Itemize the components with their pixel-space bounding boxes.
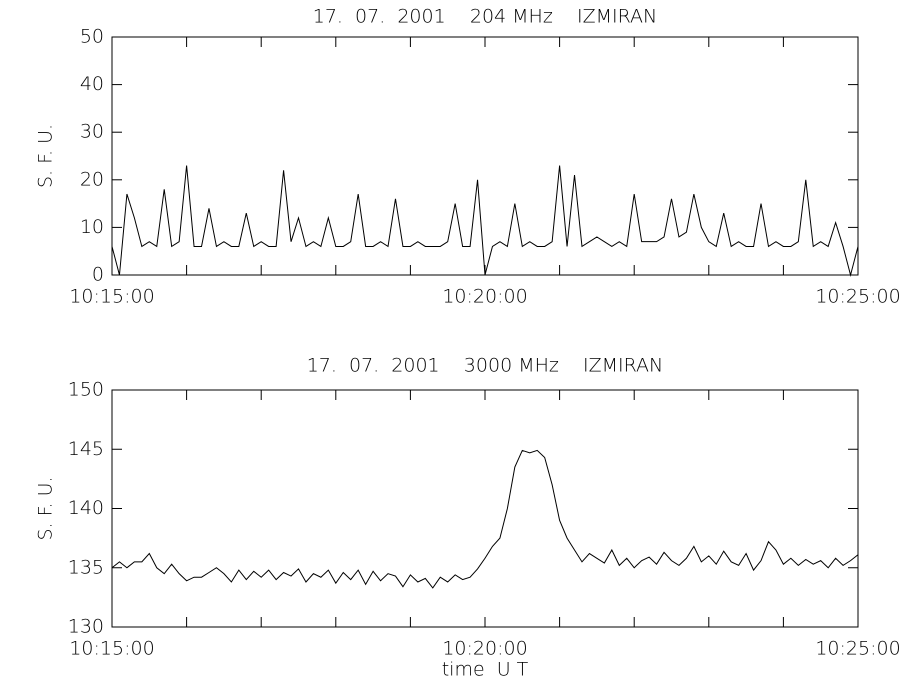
- x-tick-label: 10:25:00: [815, 638, 900, 660]
- y-tick-label: 130: [68, 616, 104, 638]
- y-tick-label: 20: [80, 168, 104, 190]
- x-tick-label: 10:15:00: [69, 286, 154, 308]
- data-line: [111, 165, 859, 277]
- y-tick-label: 145: [68, 438, 104, 460]
- x-tick-label: 10:15:00: [69, 638, 154, 660]
- y-tick-label: 10: [80, 216, 104, 238]
- y-tick-label: 150: [68, 379, 104, 401]
- y-tick-label: 30: [80, 121, 104, 143]
- x-tick-label: 10:20:00: [442, 286, 527, 308]
- chart-title: 17. 07. 2001 204 MHz IZMIRAN: [313, 6, 657, 28]
- x-axis-label: time U T: [442, 659, 529, 681]
- x-tick-label: 10:20:00: [442, 638, 527, 660]
- y-axis-label: S. F. U.: [35, 476, 57, 540]
- y-tick-label: 135: [68, 556, 104, 578]
- y-axis-label: S. F. U.: [35, 124, 57, 188]
- chart-title: 17. 07. 2001 3000 MHz IZMIRAN: [307, 355, 664, 377]
- y-tick-label: 40: [80, 73, 104, 95]
- y-tick-label: 0: [92, 264, 104, 286]
- y-tick-label: 50: [80, 26, 104, 48]
- plot-frame: [111, 36, 859, 276]
- x-tick-label: 10:25:00: [815, 286, 900, 308]
- plot-frame: [111, 389, 859, 628]
- y-tick-label: 140: [68, 497, 104, 519]
- data-line: [111, 449, 859, 589]
